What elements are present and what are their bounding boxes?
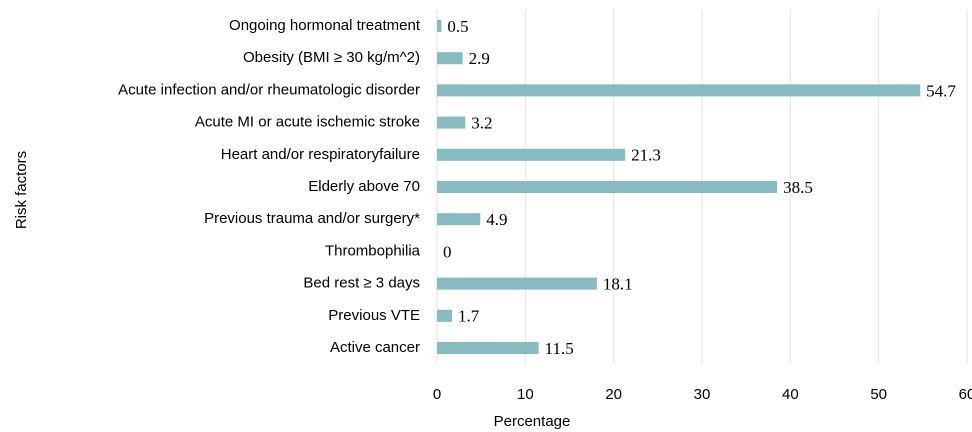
- bar: [437, 309, 453, 322]
- y-tick-label: Elderly above 70: [308, 178, 420, 195]
- bar: [437, 52, 463, 65]
- bar: [437, 181, 778, 193]
- data-label: 11.5: [545, 339, 574, 358]
- y-tick-label: Previous VTE: [328, 307, 420, 324]
- y-tick-label: Previous trauma and/or surgery*: [204, 210, 420, 227]
- y-axis-label: Risk factors: [13, 151, 30, 229]
- y-tick-label: Active cancer: [330, 339, 420, 356]
- bar: [437, 148, 626, 161]
- data-label: 54.7: [926, 81, 956, 100]
- x-tick-label: 40: [782, 386, 799, 403]
- x-tick-label: 50: [870, 386, 887, 403]
- bar: [437, 20, 442, 32]
- y-tick-label: Ongoing hormonal treatment: [229, 17, 421, 34]
- x-tick-label: 20: [605, 386, 622, 403]
- x-axis-label: Percentage: [494, 413, 571, 430]
- data-label: 0: [443, 242, 452, 261]
- data-label: 1.7: [458, 307, 480, 326]
- data-label: 18.1: [603, 275, 633, 294]
- data-label: 2.9: [469, 49, 490, 68]
- data-label: 0.5: [447, 17, 468, 36]
- data-label: 3.2: [471, 114, 492, 133]
- data-label: 38.5: [783, 178, 813, 197]
- y-tick-label: Acute infection and/or rheumatologic dis…: [118, 81, 420, 98]
- y-tick-label: Heart and/or respiratoryfailure: [221, 146, 420, 163]
- bar: [437, 213, 481, 226]
- y-tick-label: Thrombophilia: [325, 242, 421, 259]
- data-label: 21.3: [631, 146, 661, 165]
- x-tick-label: 60: [959, 386, 972, 403]
- bar: [437, 116, 466, 129]
- x-tick-label: 30: [694, 386, 711, 403]
- y-tick-label: Bed rest ≥ 3 days: [303, 275, 420, 292]
- bar: [437, 84, 921, 97]
- x-tick-label: 10: [517, 386, 534, 403]
- data-label: 4.9: [486, 210, 507, 229]
- x-tick-label: 0: [433, 386, 441, 403]
- y-tick-label: Acute MI or acute ischemic stroke: [195, 114, 420, 131]
- bar: [437, 342, 539, 354]
- y-tick-label: Obesity (BMI ≥ 30 kg/m^2): [243, 49, 420, 66]
- bar: [437, 277, 597, 290]
